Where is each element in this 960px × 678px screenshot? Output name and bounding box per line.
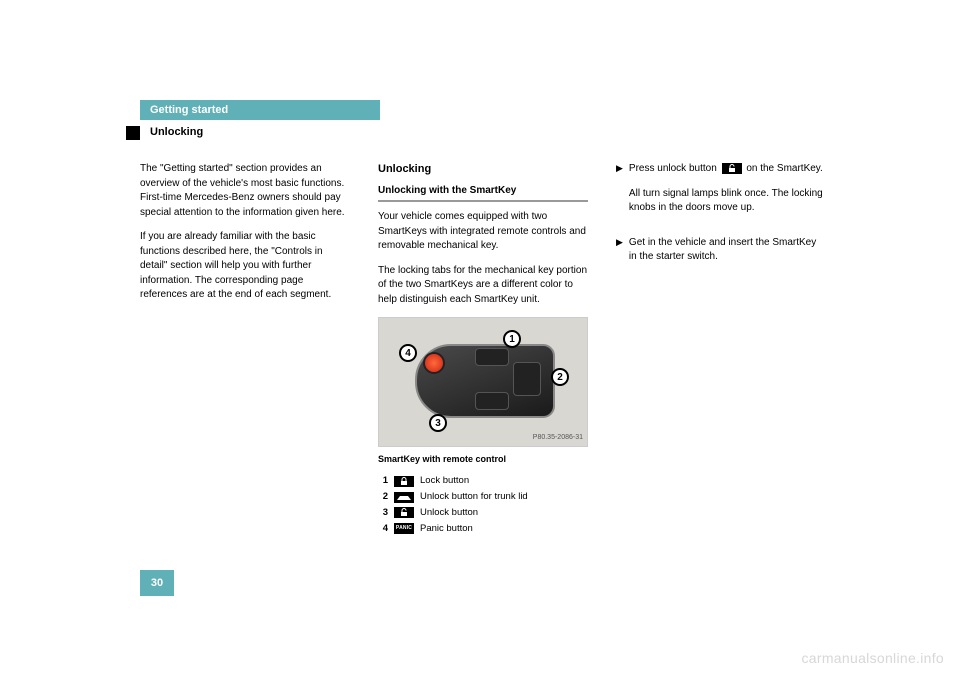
panic-icon: PANIC [394,523,414,534]
legend-label: Panic button [420,522,473,536]
unlock-icon [394,507,414,518]
key-button-1 [475,348,509,366]
smartkey-paragraph-2: The locking tabs for the mechanical key … [378,264,588,308]
trunk-icon [394,492,414,503]
legend-label: Lock button [420,474,469,488]
callout-2: 2 [551,368,569,386]
legend-num: 1 [378,474,388,488]
legend-row-2: 2 Unlock button for trunk lid [378,490,588,504]
bullet-icon: ▶ [616,162,623,226]
smartkey-paragraph-1: Your vehicle comes equipped with two Sma… [378,210,588,254]
legend-label: Unlock button [420,506,478,520]
smartkey-subheading: Unlocking with the SmartKey [378,184,588,199]
page-number: 30 [140,570,174,596]
step-2: ▶ Get in the vehicle and insert the Smar… [616,236,826,275]
callout-3: 3 [429,414,447,432]
divider [378,200,588,202]
unlocking-heading: Unlocking [378,162,588,178]
step-2-text: Get in the vehicle and insert the SmartK… [629,236,826,265]
unlock-icon [722,163,742,174]
callout-4: 4 [399,344,417,362]
column-2: Unlocking Unlocking with the SmartKey Yo… [378,162,588,538]
legend-row-1: 1 Lock button [378,474,588,488]
legend-num: 4 [378,522,388,536]
section-tab: Getting started [140,100,380,120]
legend-row-4: 4 PANIC Panic button [378,522,588,536]
figure-legend: 1 Lock button 2 Unlock button for trunk … [378,474,588,535]
legend-num: 3 [378,506,388,520]
legend-label: Unlock button for trunk lid [420,490,528,504]
step-1-part-b: on the SmartKey. [746,163,823,174]
legend-row-3: 3 Unlock button [378,506,588,520]
smartkey-figure: 1 2 3 4 P80.35-2086-31 [378,317,588,447]
step-1-part-a: Press unlock button [629,163,717,174]
figure-caption: SmartKey with remote control [378,453,588,466]
watermark: carmanualsonline.info [802,650,945,666]
intro-paragraph-2: If you are already familiar with the bas… [140,230,350,303]
lock-icon [394,476,414,487]
content-columns: The "Getting started" section provides a… [140,162,840,538]
bullet-icon: ▶ [616,236,623,275]
key-button-3 [475,392,509,410]
figure-code: P80.35-2086-31 [533,433,583,443]
key-button-2 [513,362,541,396]
legend-num: 2 [378,490,388,504]
step-1: ▶ Press unlock button on the SmartKey. A… [616,162,826,226]
column-1: The "Getting started" section provides a… [140,162,350,538]
column-3: ▶ Press unlock button on the SmartKey. A… [616,162,826,538]
step-1-note: All turn signal lamps blink once. The lo… [629,187,826,216]
intro-paragraph-1: The "Getting started" section provides a… [140,162,350,220]
section-subheader: Unlocking [140,120,840,138]
side-marker [126,126,140,140]
step-1-text: Press unlock button on the SmartKey. [629,162,826,177]
manual-page: Getting started Unlocking The "Getting s… [140,100,840,538]
